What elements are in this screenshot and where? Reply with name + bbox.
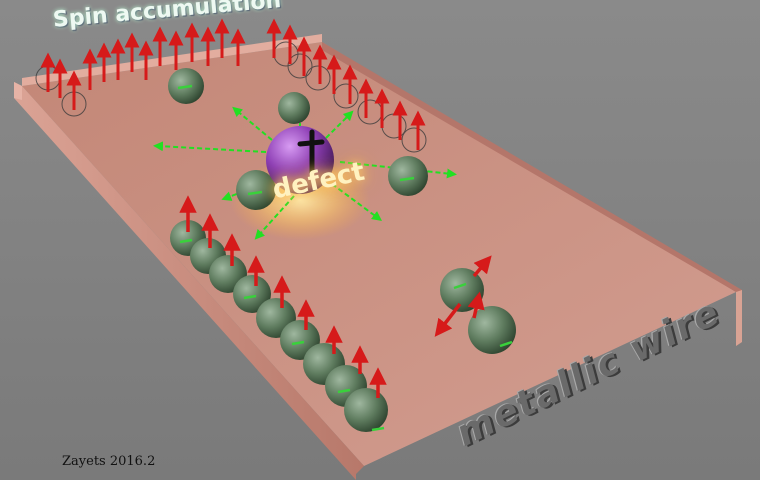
credit-label: Zayets 2016.2	[62, 454, 156, 469]
minus-icon	[177, 84, 415, 196]
electron-group-top	[168, 68, 428, 210]
wire-right-wall	[322, 42, 742, 346]
wire-back-wall	[22, 34, 322, 86]
pair-spin-arrows	[434, 255, 492, 337]
front-row-minus-icons	[179, 238, 385, 432]
wire-front-wall	[14, 82, 364, 480]
front-row-spin-arrows	[179, 195, 387, 398]
plus-icon	[297, 129, 325, 177]
back-row-spin-arrows	[40, 18, 426, 150]
pair-minus-icons	[453, 282, 513, 348]
